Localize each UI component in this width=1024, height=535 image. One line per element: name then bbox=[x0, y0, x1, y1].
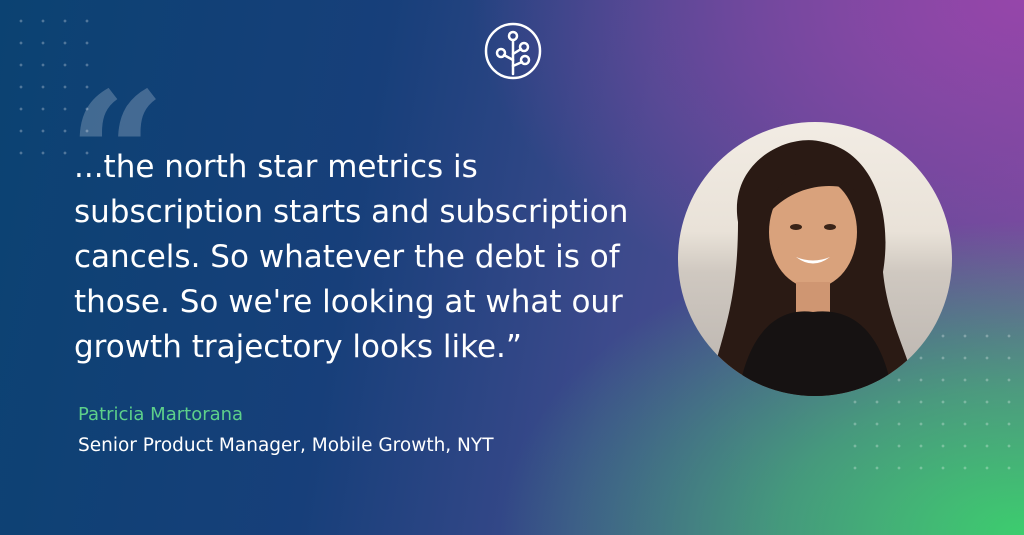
quote-line: those. So we're looking at what our bbox=[74, 284, 623, 320]
speaker-name: Patricia Martorana bbox=[78, 404, 244, 425]
speaker-photo bbox=[678, 122, 952, 396]
quote-line: growth trajectory looks like.” bbox=[74, 329, 522, 365]
quote-mark-icon: “ bbox=[68, 55, 166, 255]
quote-line: cancels. So whatever the debt is of bbox=[74, 239, 620, 275]
quote-line: subscription starts and subscription bbox=[74, 194, 629, 230]
tree-logo-icon bbox=[484, 22, 542, 80]
speaker-title: Senior Product Manager, Mobile Growth, N… bbox=[78, 435, 494, 456]
quote-text: ...the north star metrics is subscriptio… bbox=[74, 145, 674, 370]
dot-pattern bbox=[10, 10, 100, 160]
quote-line: ...the north star metrics is bbox=[74, 149, 478, 185]
